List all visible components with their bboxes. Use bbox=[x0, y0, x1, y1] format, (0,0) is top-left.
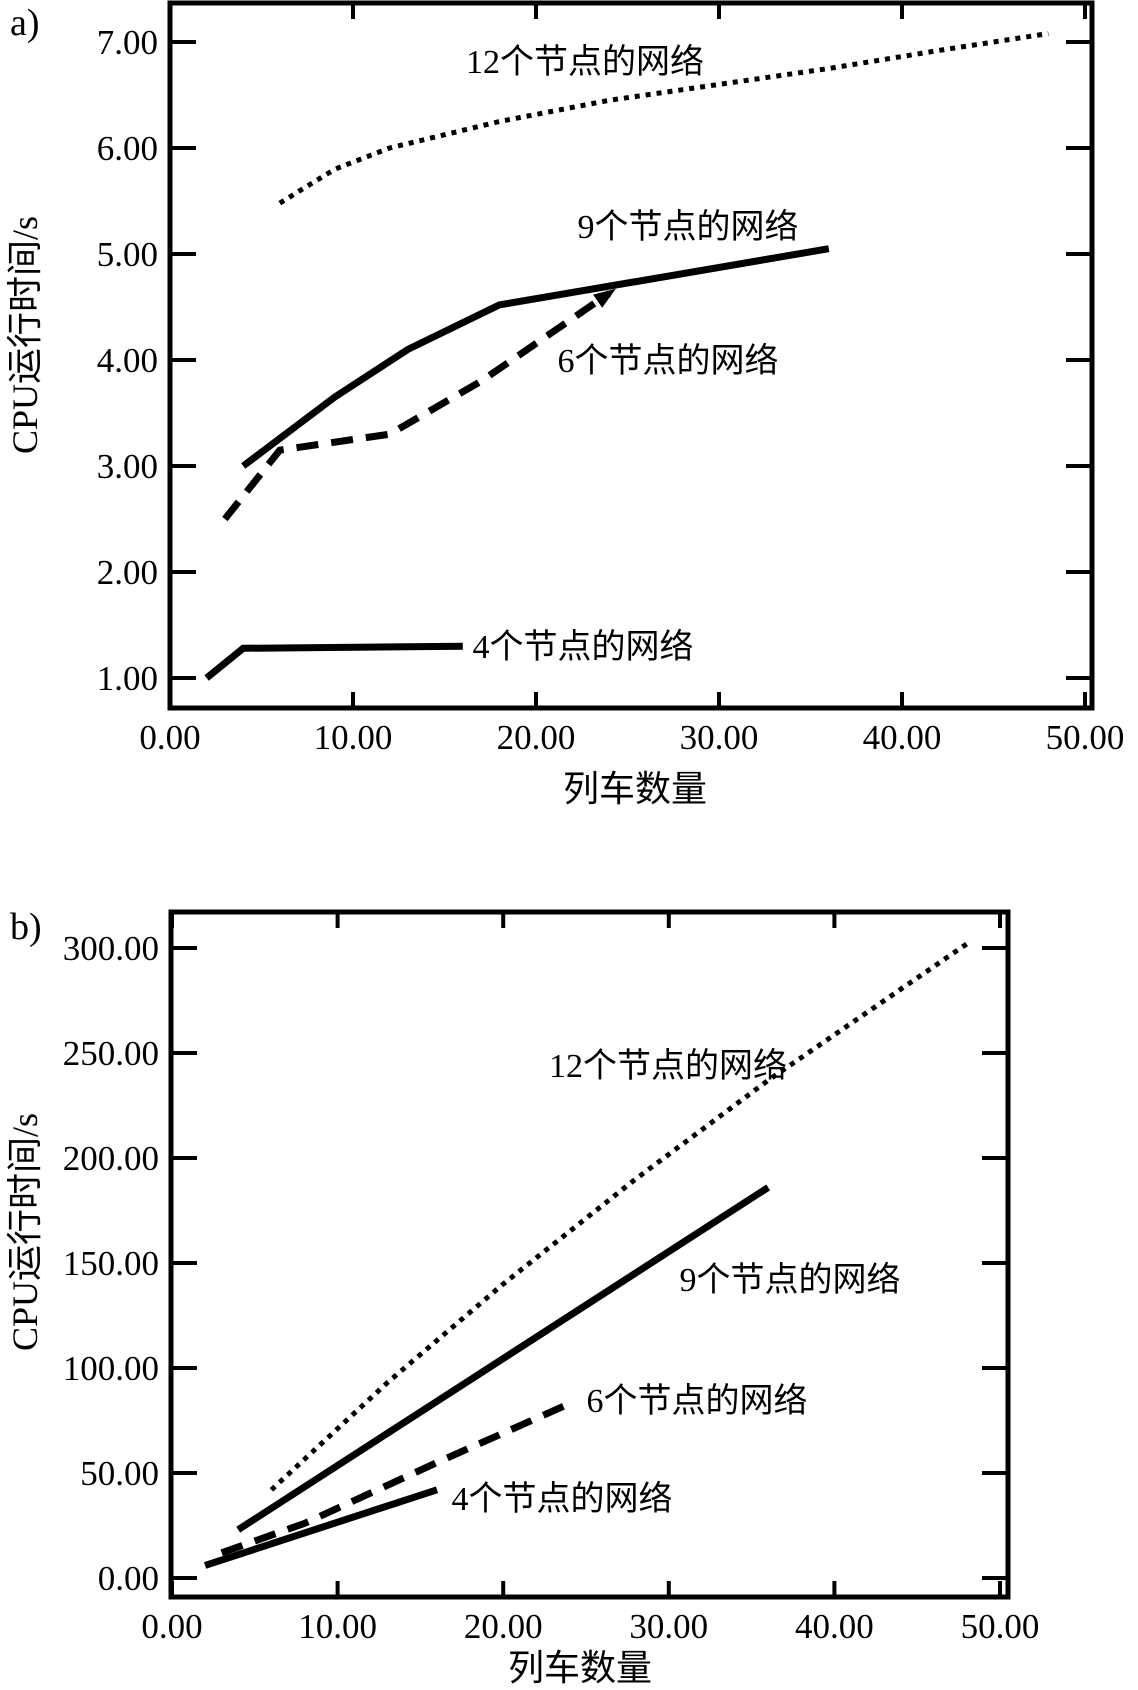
y-tick-label: 1.00 bbox=[97, 659, 158, 698]
series-label-a-9-nodes: 9个节点的网络 bbox=[577, 209, 799, 246]
x-tick-label: 10.00 bbox=[298, 1607, 377, 1646]
panel-b-label: b) bbox=[10, 906, 42, 948]
series-line-a-1 bbox=[241, 245, 830, 469]
y-tick-label: 300.00 bbox=[63, 929, 159, 968]
series-label-a-12-nodes: 12个节点的网络 bbox=[466, 44, 704, 81]
y-tick-label: 6.00 bbox=[97, 129, 158, 168]
series-arrowhead-a-2 bbox=[593, 288, 616, 308]
y-tick-label: 3.00 bbox=[97, 447, 158, 486]
y-tick-label: 5.00 bbox=[97, 235, 158, 274]
x-tick-label: 20.00 bbox=[497, 718, 576, 757]
x-tick-label: 30.00 bbox=[629, 1607, 708, 1646]
x-tick-label: 10.00 bbox=[314, 718, 393, 757]
series-label-b-6-nodes: 6个节点的网络 bbox=[586, 1383, 808, 1420]
y-tick-label: 200.00 bbox=[63, 1139, 159, 1178]
series-line-a-2 bbox=[222, 290, 612, 522]
x-tick-label: 50.00 bbox=[961, 1607, 1040, 1646]
series-line-b-2 bbox=[220, 1400, 571, 1557]
series-line-b-1 bbox=[236, 1184, 771, 1533]
x-tick-label: 40.00 bbox=[863, 718, 942, 757]
y-tick-label: 150.00 bbox=[63, 1244, 159, 1283]
y-tick-label: 100.00 bbox=[63, 1349, 159, 1388]
x-tick-label: 50.00 bbox=[1046, 718, 1125, 757]
chart-b-y-axis-title: CPU运行时间/s bbox=[5, 1112, 45, 1352]
chart-a-plot-border bbox=[167, 0, 1095, 711]
x-tick-label: 0.00 bbox=[141, 1607, 202, 1646]
y-tick-label: 250.00 bbox=[63, 1034, 159, 1073]
chart-a-y-axis-title: CPU运行时间/s bbox=[5, 215, 45, 455]
panel-a-label: a) bbox=[10, 2, 40, 44]
series-line-b-3 bbox=[204, 1486, 439, 1569]
x-tick-label: 40.00 bbox=[795, 1607, 874, 1646]
x-tick-label: 20.00 bbox=[464, 1607, 543, 1646]
series-label-a-4-nodes: 4个节点的网络 bbox=[472, 629, 694, 666]
series-label-b-4-nodes: 4个节点的网络 bbox=[451, 1481, 673, 1518]
y-tick-label: 7.00 bbox=[97, 23, 158, 62]
series-label-b-12-nodes: 12个节点的网络 bbox=[549, 1048, 787, 1085]
chart-b-plot-border bbox=[168, 909, 1011, 1600]
chart-a: 0.00 10.00 20.00 30.00 40.00 50.00 1.00 2.00 3.0… bbox=[97, 0, 1125, 757]
series-label-b-9-nodes: 9个节点的网络 bbox=[679, 1262, 901, 1299]
y-tick-label: 2.00 bbox=[97, 553, 158, 592]
series-line-b-0 bbox=[269, 941, 969, 1492]
y-tick-label: 0.00 bbox=[98, 1559, 159, 1598]
series-label-a-6-nodes: 6个节点的网络 bbox=[557, 343, 779, 380]
chart-b-x-axis-title: 列车数量 bbox=[507, 1648, 653, 1688]
x-tick-label: 0.00 bbox=[139, 718, 200, 757]
y-tick-label: 4.00 bbox=[97, 341, 158, 380]
chart-a-x-axis-title: 列车数量 bbox=[562, 769, 708, 809]
y-tick-label: 50.00 bbox=[80, 1454, 159, 1493]
x-tick-label: 30.00 bbox=[680, 718, 759, 757]
chart-b: 0.00 10.00 20.00 30.00 40.00 50.00 0.00 50.00 10… bbox=[63, 909, 1040, 1646]
series-line-a-3 bbox=[204, 642, 463, 681]
